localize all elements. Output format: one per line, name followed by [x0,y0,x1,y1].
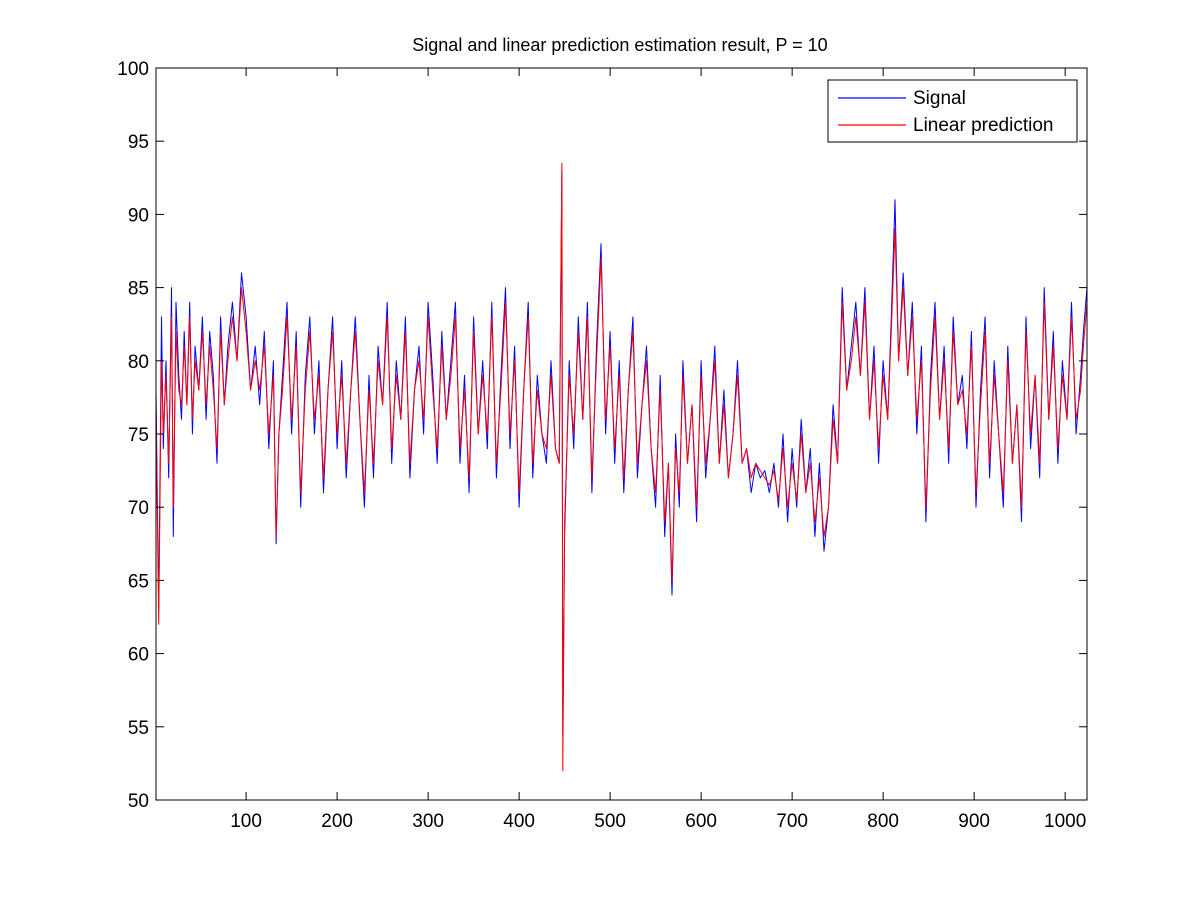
x-tick-label: 300 [412,811,444,832]
y-tick-label: 55 [128,718,149,739]
y-axis: 50 55 60 65 70 75 80 85 90 95 100 [117,59,1087,812]
legend: Signal Linear prediction [827,79,1078,143]
series-line-linear-prediction [155,162,1088,772]
x-tick-label: 900 [958,811,990,832]
plot-area: 100 200 300 400 500 600 700 800 900 1000 50 55 60 65… [117,59,1088,832]
x-axis: 100 200 300 400 500 600 700 800 900 1000 [230,68,1086,832]
legend-signal-label: Signal [913,88,966,109]
x-tick-label: 400 [503,811,535,832]
x-tick-label: 800 [867,811,899,832]
legend-linear-prediction-label: Linear prediction [913,115,1053,136]
y-tick-label: 75 [128,425,149,446]
y-tick-label: 80 [128,352,149,373]
x-tick-label: 200 [321,811,353,832]
y-tick-label: 65 [128,571,149,592]
y-tick-label: 60 [128,645,149,666]
x-tick-label: 1000 [1044,811,1086,832]
y-tick-label: 90 [128,205,149,226]
x-tick-label: 100 [230,811,262,832]
x-tick-label: 500 [594,811,626,832]
y-tick-label: 50 [128,791,149,812]
legend-box [827,79,1078,143]
y-tick-label: 100 [117,59,149,80]
x-tick-label: 600 [685,811,717,832]
x-tick-label: 700 [776,811,808,832]
series-layer [155,162,1088,772]
y-tick-label: 85 [128,279,149,300]
y-tick-label: 95 [128,132,149,153]
chart-title: Signal and linear prediction estimation … [412,35,827,55]
y-tick-label: 70 [128,498,149,519]
